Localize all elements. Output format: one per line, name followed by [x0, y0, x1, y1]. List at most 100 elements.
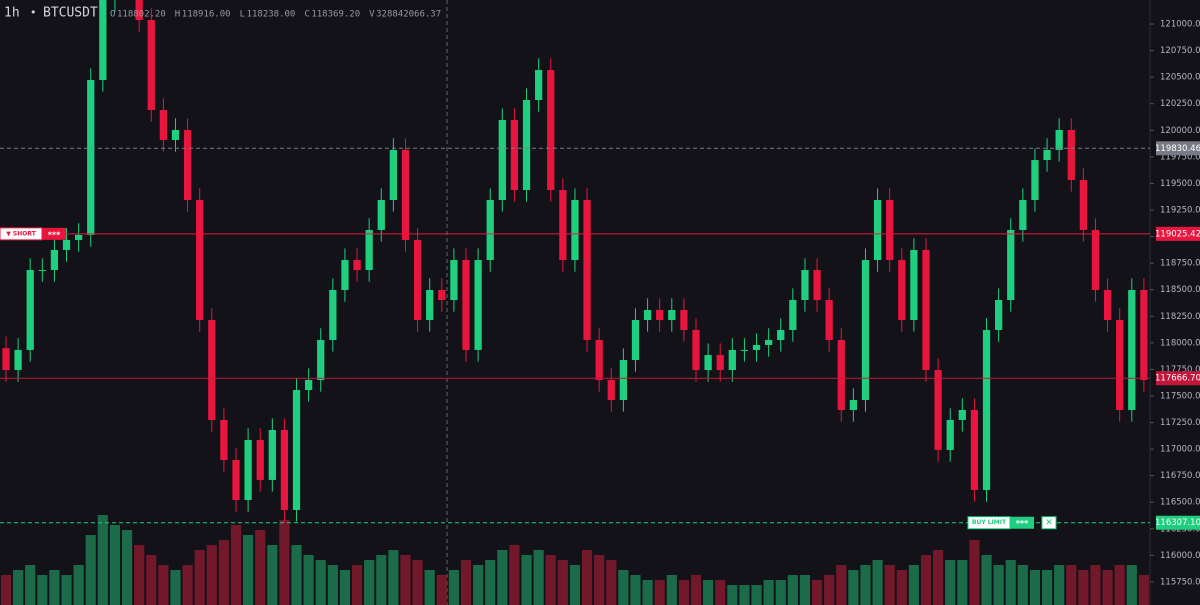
volume-bar [158, 565, 169, 605]
legend-value: 118369.20 [311, 10, 360, 20]
legend-key: H [175, 10, 180, 20]
candle-body [873, 200, 882, 261]
legend-key: V [369, 10, 375, 20]
volume-bar [473, 565, 484, 605]
candle-body [147, 19, 155, 110]
volume-bar [787, 575, 798, 605]
order-cancel-box[interactable] [1041, 516, 1057, 530]
legend-value: 328842066.37 [376, 10, 441, 20]
candle-body [14, 349, 22, 371]
volume-bar [884, 565, 895, 605]
volume-bar [763, 580, 774, 605]
volume-bar [37, 575, 48, 605]
volume-bar [666, 575, 677, 605]
volume-bar [1090, 565, 1101, 605]
candle-body [183, 129, 192, 201]
volume-bar [993, 565, 1004, 605]
volume-bar [121, 530, 133, 605]
candle-body [765, 339, 773, 345]
candle-body [1103, 290, 1112, 320]
order-cancel[interactable]: ✕ [1045, 518, 1053, 528]
price-label-box [1156, 515, 1200, 530]
candle-body [668, 309, 676, 320]
candle-body [196, 200, 204, 320]
volume-bar [581, 550, 593, 605]
y-tick-label: 117000.00 [1160, 445, 1200, 455]
order-side: ▼ SHORT [6, 230, 36, 237]
price-label-box [1156, 226, 1200, 241]
volume-bar [1078, 570, 1089, 605]
candle-body [861, 260, 870, 401]
volume-bar [412, 560, 423, 605]
candle-body [353, 260, 361, 271]
candle-body [970, 409, 979, 491]
candle-body [486, 200, 494, 261]
candle-body [849, 400, 857, 410]
candle-body [244, 439, 252, 501]
separator: • [30, 6, 37, 19]
candle-body [619, 360, 627, 401]
legend-value: 118916.00 [182, 10, 231, 20]
order-side: BUY LIMIT [972, 519, 1007, 526]
candle-body [99, 0, 107, 81]
volume-bar [715, 580, 726, 605]
volume-bar [1102, 570, 1113, 605]
y-tick-label: 121000.00 [1160, 20, 1200, 30]
volume-bar [146, 555, 157, 605]
symbol: BTCUSDT [43, 6, 98, 21]
volume-bar [678, 580, 689, 605]
candle-body [995, 300, 1003, 330]
y-tick-label: 120000.00 [1160, 126, 1200, 136]
volume-bar [315, 560, 326, 605]
candle-body [75, 234, 83, 240]
volume-bar [182, 565, 193, 605]
price-label: 119025.42 [1155, 229, 1200, 239]
y-tick-label: 117750.00 [1160, 365, 1200, 375]
volume-bar [388, 550, 399, 605]
volume-bar [255, 530, 266, 605]
volume-bar [690, 575, 702, 605]
candle-body [208, 319, 216, 420]
legend-key: C [304, 10, 309, 20]
candle-body [317, 339, 325, 381]
order-qty-box [42, 227, 66, 240]
price-label: 119830.46 [1155, 144, 1200, 154]
y-tick-label: 119250.00 [1160, 205, 1200, 215]
y-tick-label: 116750.00 [1160, 471, 1200, 481]
volume-bar [424, 570, 435, 605]
volume-bar [206, 545, 217, 605]
volume-bar [230, 525, 242, 605]
y-tick-label: 119750.00 [1160, 152, 1200, 162]
y-tick-label: 118500.00 [1160, 285, 1200, 295]
y-tick-label: 116500.00 [1160, 498, 1200, 508]
candle-body [2, 348, 10, 371]
volume-bar [400, 555, 411, 605]
volume-bar [376, 555, 387, 605]
volume-bar [364, 560, 375, 605]
y-tick-label: 115750.00 [1160, 577, 1200, 587]
candle-body [910, 249, 918, 320]
price-label: 116307.10 [1155, 518, 1200, 528]
candle-body [1031, 160, 1039, 201]
volume-bar [630, 575, 641, 605]
candle-body [232, 460, 240, 501]
volume-bar [533, 550, 544, 605]
volume-bar [61, 575, 72, 605]
candle-body [680, 309, 688, 330]
volume-bar [594, 555, 605, 605]
candle-body [292, 390, 301, 510]
candle-body [1091, 229, 1100, 291]
candle-body [946, 419, 954, 450]
volume-bar [957, 560, 968, 605]
volume-bar [521, 555, 532, 605]
candle-body [825, 300, 833, 340]
candle-body [220, 419, 228, 461]
volume-bar [303, 555, 314, 605]
candle-body [159, 109, 167, 140]
volume-bar [49, 570, 60, 605]
volume-bar [569, 565, 581, 605]
candle-body [438, 290, 446, 301]
volume-bar [703, 580, 714, 605]
volume-bar [1114, 565, 1125, 605]
price-label-box [1156, 141, 1200, 156]
